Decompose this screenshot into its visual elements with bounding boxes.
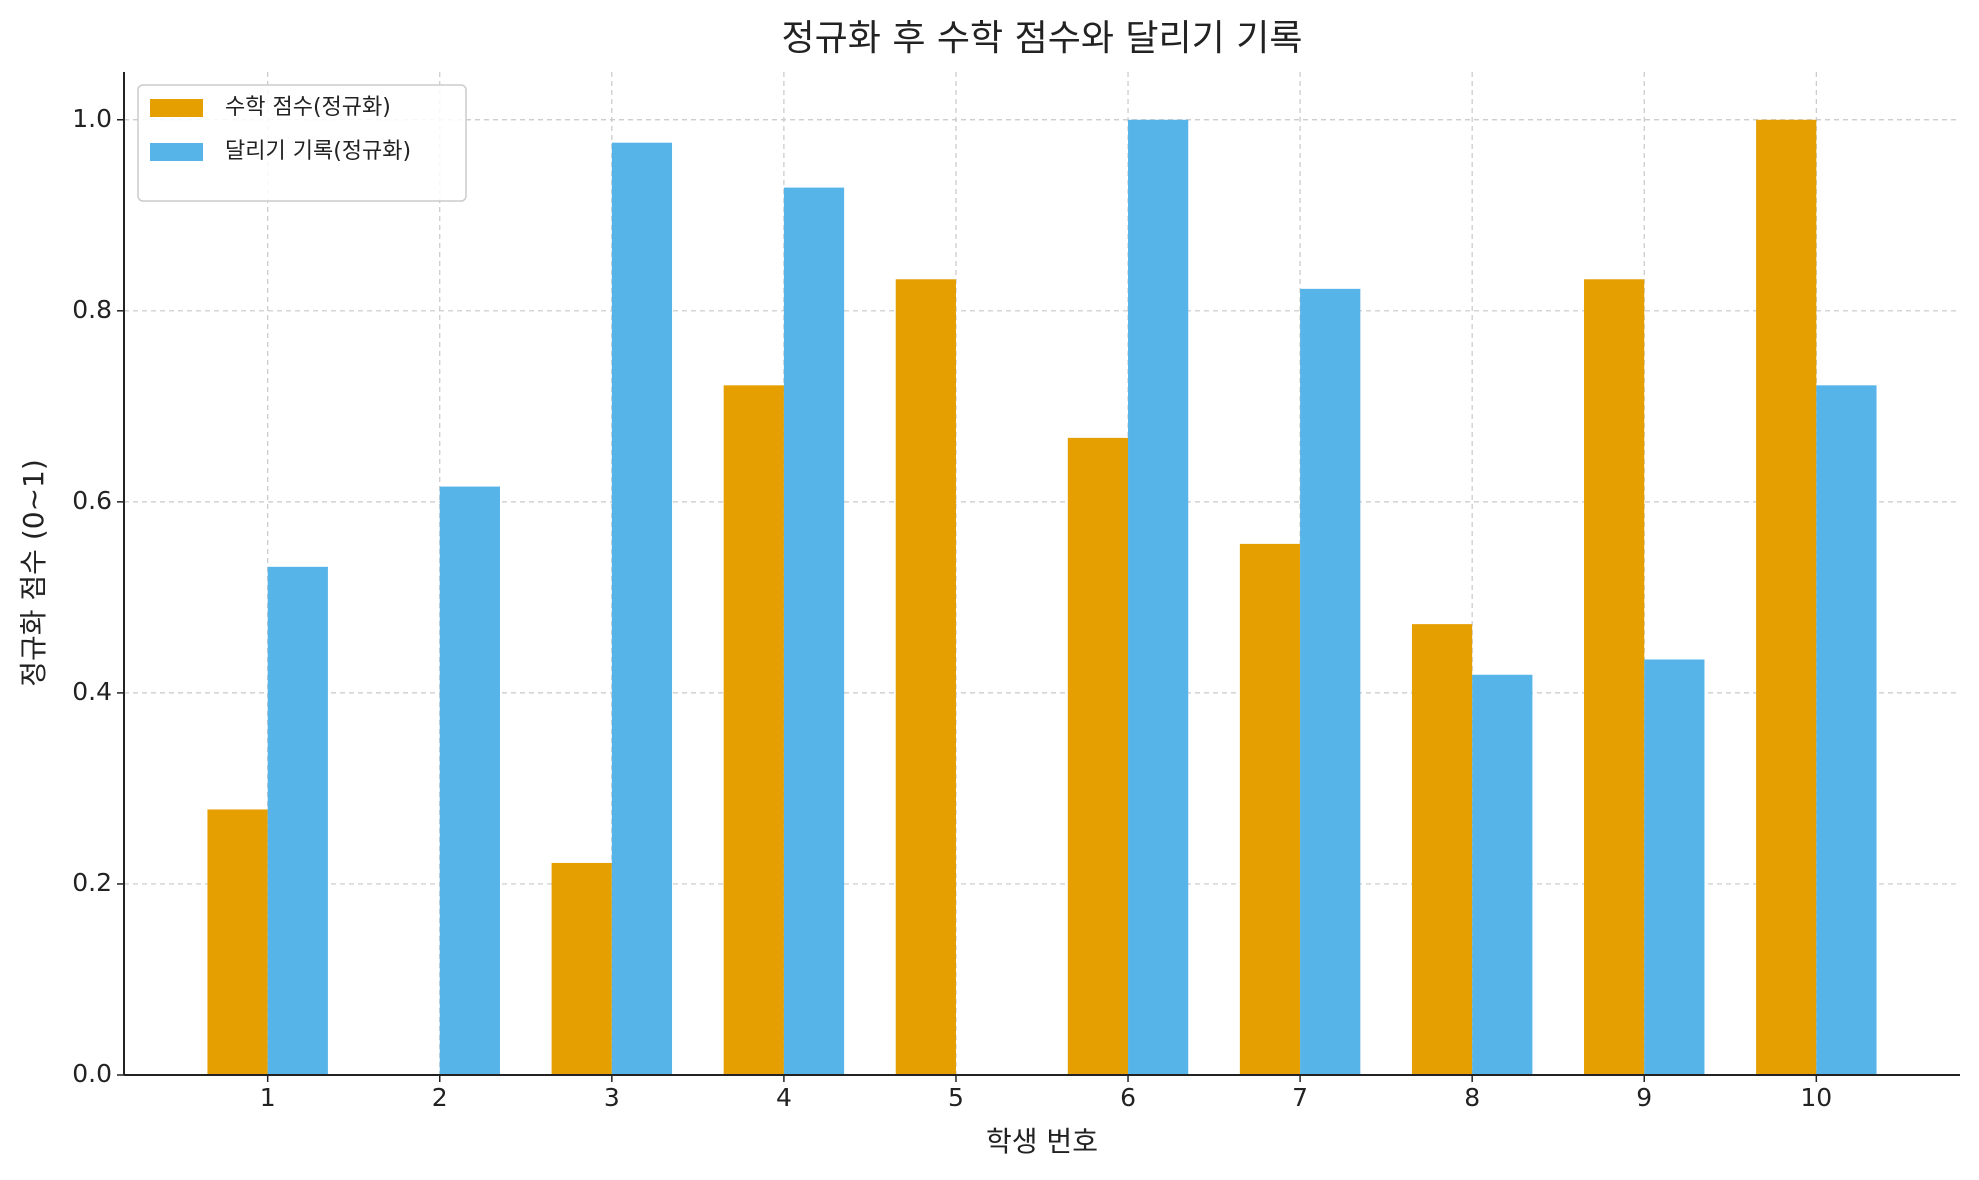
legend-box <box>137 84 467 202</box>
bar <box>1816 385 1877 1075</box>
legend-label: 수학 점수(정규화) <box>225 95 391 120</box>
bar <box>1472 674 1533 1075</box>
y-tick-label: 0.4 <box>72 677 112 706</box>
x-tick-label: 8 <box>1464 1083 1480 1112</box>
bar <box>1411 624 1473 1075</box>
chart-title: 정규화 후 수학 점수와 달리기 기록 <box>782 18 1303 59</box>
bar <box>551 862 612 1075</box>
x-tick-label: 10 <box>1800 1083 1832 1112</box>
bar <box>1644 659 1705 1075</box>
x-tick-label: 5 <box>948 1083 964 1112</box>
x-tick-label: 4 <box>776 1083 792 1112</box>
x-tick-label: 3 <box>604 1083 620 1112</box>
x-tick-label: 9 <box>1636 1083 1652 1112</box>
x-tick-label: 2 <box>432 1083 448 1112</box>
x-tick-label: 1 <box>260 1083 276 1112</box>
x-axis-label: 학생 번호 <box>986 1125 1098 1158</box>
legend-label: 달리기 기록(정규화) <box>225 139 411 164</box>
y-tick-label: 0.8 <box>72 295 112 324</box>
y-axis-label: 정규화 점수 (0~1) <box>17 459 50 687</box>
x-tick-label: 7 <box>1292 1083 1308 1112</box>
x-tick-label: 6 <box>1120 1083 1136 1112</box>
bar <box>895 279 956 1076</box>
bar <box>439 486 500 1075</box>
bar <box>1239 543 1301 1075</box>
bar <box>1756 119 1817 1075</box>
y-tick-label: 1.0 <box>72 104 112 133</box>
legend-swatch <box>150 99 203 117</box>
y-tick-label: 0.0 <box>72 1059 112 1088</box>
legend-swatch <box>150 143 203 161</box>
bar <box>1067 437 1129 1075</box>
bar <box>723 385 784 1075</box>
y-tick-label: 0.2 <box>72 868 112 897</box>
bar <box>1128 119 1189 1075</box>
bar <box>207 809 268 1075</box>
bar <box>783 187 845 1076</box>
bar <box>1584 279 1645 1076</box>
bar <box>267 566 328 1075</box>
bar <box>1300 288 1361 1075</box>
y-tick-label: 0.6 <box>72 486 112 515</box>
bar <box>611 142 673 1075</box>
